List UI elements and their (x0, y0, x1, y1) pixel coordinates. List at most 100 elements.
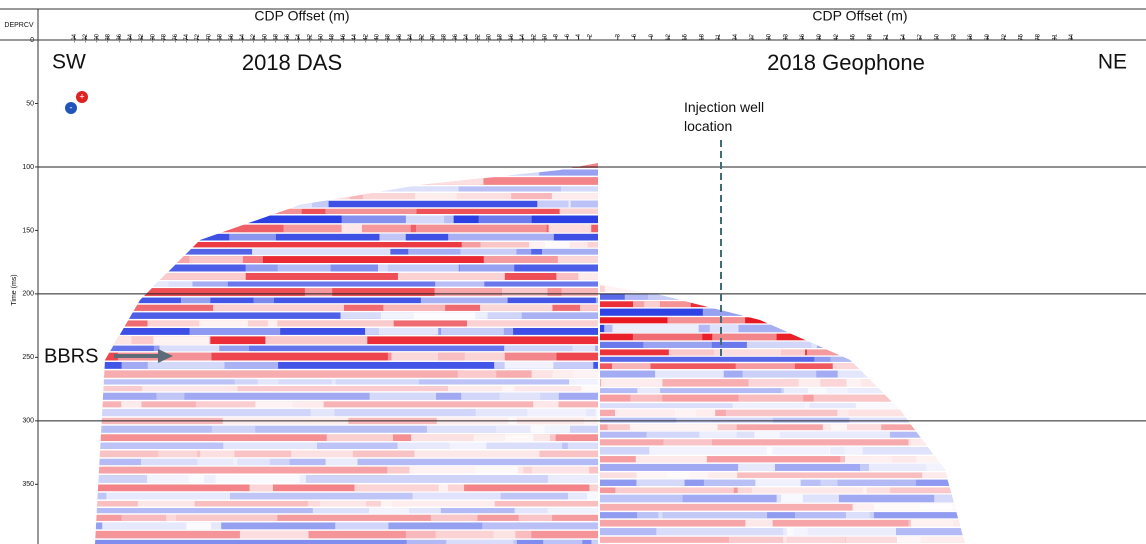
x-tick-label: -8 (554, 33, 560, 39)
reflector (600, 456, 965, 463)
reflector-fade (714, 349, 781, 356)
reflector-fade (548, 224, 592, 233)
reflector-fade (461, 392, 559, 400)
reflector (95, 442, 598, 450)
reflector-fade (446, 539, 517, 544)
reflector-fade (106, 492, 230, 500)
reflector-fade (520, 312, 598, 319)
reflector-fade (811, 341, 908, 348)
reflector (95, 272, 598, 280)
reflector-fade (278, 193, 350, 200)
x-tick-label: -78 (162, 33, 168, 42)
reflector-fade (340, 312, 476, 319)
x-tick-label: -52 (307, 33, 313, 42)
x-tick-label: -18 (498, 33, 504, 42)
reflector-fade (937, 293, 965, 300)
reflector-fade (742, 370, 817, 378)
direction-label: SW (52, 51, 86, 74)
reflector (95, 304, 598, 311)
reflector-fade (200, 450, 235, 458)
x-tick-label: 81 (1052, 33, 1058, 40)
x-tick-label: -44 (352, 33, 358, 42)
reflector (95, 264, 598, 272)
reflector-fade (837, 370, 940, 378)
reflector-fade (615, 487, 734, 494)
reflector-fade (781, 494, 803, 503)
reflector (600, 308, 965, 316)
reflector-fade (784, 388, 827, 394)
reflector (600, 536, 965, 543)
x-tick-label: -32 (419, 33, 425, 42)
reflector-fade (180, 297, 211, 304)
reflector-fade (354, 484, 449, 492)
reflector-fade (368, 508, 441, 514)
reflector-fade (163, 256, 243, 263)
x-tick-label: -14 (520, 33, 526, 42)
reflector-fade (220, 215, 250, 224)
reflector-fade (560, 186, 598, 192)
reflector-fade (397, 442, 487, 450)
axes: 050100150200250300350-94-92-90-88-86-84-… (22, 33, 1146, 488)
reflector-fade (612, 363, 651, 370)
reflector-fade (542, 248, 598, 255)
reflector-fade (102, 522, 222, 530)
reflector-fade (375, 177, 484, 185)
reflector-fade (416, 224, 547, 233)
x-tick-label: -58 (274, 33, 280, 42)
reflector-fade (320, 500, 392, 507)
reflector-fade (772, 301, 793, 308)
x-tick-label: 54 (901, 33, 907, 40)
reflector-fade (914, 417, 939, 423)
panel-title: 2018 DAS (242, 50, 342, 75)
reflector (95, 379, 598, 385)
reflector (600, 363, 965, 370)
reflector-fade (483, 256, 598, 263)
reflector-fade (414, 450, 540, 458)
reflector-fade (581, 386, 598, 392)
x-tick-label: -86 (117, 33, 123, 42)
reflector-fade (794, 512, 870, 519)
reflector-fade (255, 401, 324, 408)
reflector-fade (310, 177, 367, 185)
reflector-fade (556, 272, 598, 280)
reflector-fade (845, 536, 921, 543)
x-tick-label: -56 (285, 33, 291, 42)
x-tick-label: 60 (935, 33, 941, 40)
reflector-fade (211, 425, 256, 433)
reflector-fade (595, 408, 598, 417)
reflector-fade (223, 442, 317, 450)
reflector-fade (527, 408, 598, 417)
reflector-fade (531, 370, 598, 378)
reflector-fade (494, 361, 594, 369)
reflector-fade (411, 434, 534, 442)
reflector (95, 186, 598, 192)
reflector-fade (341, 215, 445, 224)
reflector-fade (438, 484, 465, 492)
x-tick-label: -48 (330, 33, 336, 42)
reflector-fade (667, 472, 690, 479)
reflector-fade (158, 450, 197, 458)
reflector-fade (543, 539, 583, 544)
reflector-fade (589, 484, 598, 492)
reflector-fade (648, 293, 769, 300)
reflector-fade (142, 386, 238, 392)
reflector-fade (391, 352, 505, 361)
horizon-arrow (114, 349, 173, 363)
reflector-fade (559, 208, 598, 214)
reflector-fade (908, 439, 937, 446)
x-tick-label: 21 (716, 33, 722, 40)
reflector (95, 370, 598, 378)
reflector-fade (121, 401, 142, 408)
x-axis-label: CDP Offset (m) (812, 8, 907, 24)
x-tick-label: 6 (632, 33, 638, 37)
reflector-fade (478, 215, 532, 224)
reflector (600, 519, 965, 527)
reflector-fade (480, 304, 553, 311)
reflector-fade (615, 409, 716, 417)
reflector-fade (847, 293, 950, 300)
x-tick-label: 12 (666, 33, 672, 40)
reflector-fade (649, 446, 773, 455)
direction-label: NE (1098, 51, 1127, 74)
reflector (95, 256, 598, 263)
x-tick-label: 69 (985, 33, 991, 40)
